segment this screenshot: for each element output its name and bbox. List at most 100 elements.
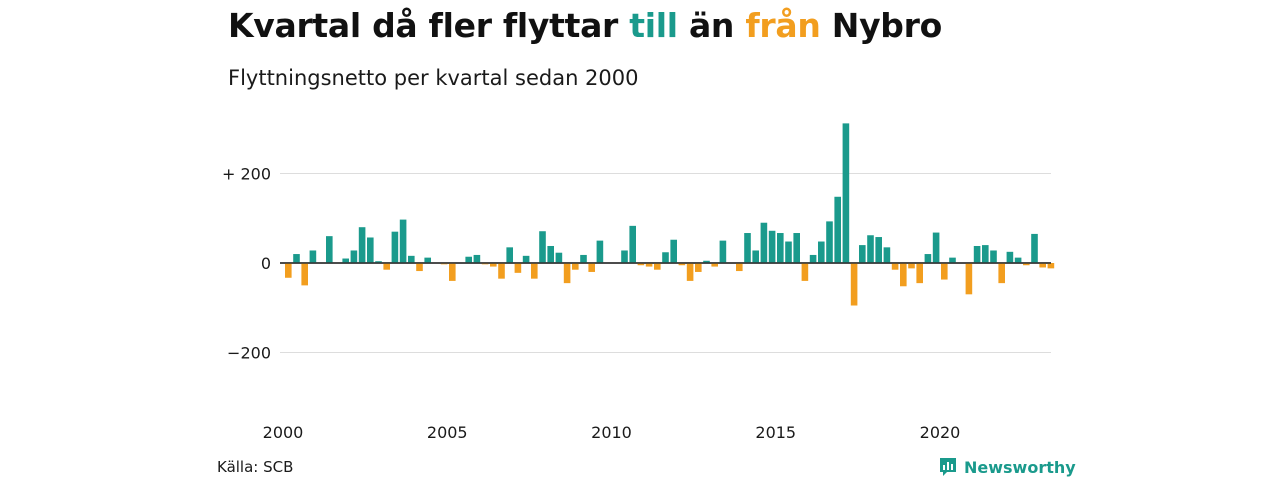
bar [834,196,841,263]
bar [785,241,792,263]
bar [539,231,546,263]
bar [342,258,349,263]
bar [555,252,563,263]
bar [449,263,456,281]
title-word-till: till [629,6,678,45]
bar [965,263,973,295]
bar [736,263,743,272]
x-tick-label: 2020 [920,423,961,442]
y-tick-label: −200 [227,344,271,363]
bar [924,254,932,263]
bar [711,263,718,267]
bar [383,263,390,270]
y-tick-label: + 200 [222,165,271,184]
bar [973,245,981,263]
bar [883,247,891,263]
bar [514,263,522,273]
bar [588,263,595,272]
bar [793,233,800,263]
bar [350,250,358,263]
bar [522,255,530,263]
bar [1031,233,1038,263]
x-tick-label: 2015 [755,423,796,442]
bar [900,263,907,287]
bar [686,263,694,281]
bar [645,263,653,267]
bar [932,232,940,263]
bar [367,237,374,263]
x-tick-label: 2000 [263,423,304,442]
bar [916,263,923,284]
bar [826,221,833,263]
x-tick-label: 2010 [591,423,632,442]
x-tick-label: 2005 [427,423,468,442]
bar [703,260,710,263]
bar [506,247,513,263]
source-note: Källa: SCB [217,458,294,476]
chart-subtitle: Flyttningsnetto per kvartal sedan 2000 [228,66,639,90]
bar [908,263,915,269]
bar [695,263,702,272]
newsworthy-brand-name: Newsworthy [964,457,1076,477]
bar [752,250,759,263]
bar [580,254,587,263]
bar [563,263,571,284]
bar [670,239,677,263]
bar [654,263,661,270]
title-word-fran: från [745,6,821,45]
bar [949,257,956,263]
bar [998,263,1005,284]
bar [941,263,948,280]
bar [391,231,399,263]
chart-title: Kvartal då fler flyttar till än från Nyb… [228,6,942,45]
bar [768,230,776,263]
bar [982,245,989,263]
bar [490,263,497,267]
bar [662,252,669,263]
bar [621,250,628,263]
bar [990,250,997,263]
bar [760,222,768,263]
bar [498,263,505,279]
bar [850,263,858,306]
bar [596,240,604,263]
bar [424,257,431,263]
title-part-1: Kvartal då fler flyttar [228,6,619,45]
bar [801,263,809,281]
bar [416,263,423,272]
title-part-2: än [688,6,735,45]
bar [285,263,292,278]
bar [375,261,382,263]
bar [875,237,882,263]
bar [572,263,579,270]
bar [1006,251,1014,263]
title-part-3: Nybro [831,6,943,45]
bar [809,254,817,263]
bar [678,263,686,266]
bar [891,263,899,270]
bar [1039,263,1046,268]
bar [465,256,472,263]
bar [1023,263,1030,266]
bar [1014,257,1022,263]
bar [1047,263,1055,269]
bar [629,225,636,263]
newsworthy-chart-icon [940,458,956,476]
bar [293,254,300,263]
bar [408,255,415,263]
y-tick-label: 0 [261,254,271,273]
bar [777,233,784,263]
bar [818,241,825,263]
bar [867,235,874,263]
bar [326,236,333,263]
bar [309,250,317,263]
bar [358,227,366,263]
bar [859,245,866,263]
bar [842,123,850,263]
bar [744,233,751,263]
bar [637,263,645,266]
bar [547,245,554,263]
bar [719,240,727,263]
newsworthy-logo[interactable]: Newsworthy [938,456,1076,478]
